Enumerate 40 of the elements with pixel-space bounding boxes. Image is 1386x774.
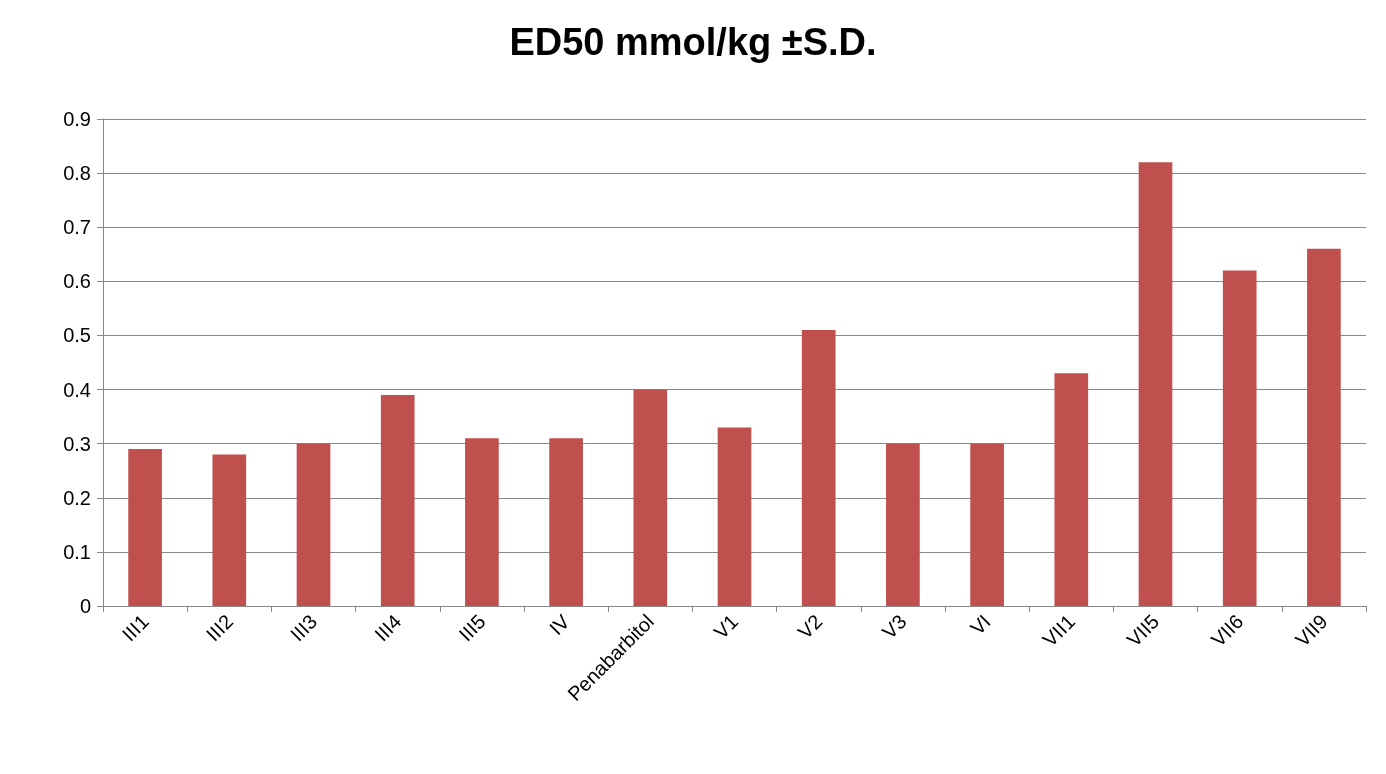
y-tick-label: 0 bbox=[79, 595, 91, 617]
x-tick-label: III3 bbox=[286, 610, 322, 646]
bar bbox=[1222, 270, 1257, 606]
y-tick-label: 0.7 bbox=[63, 216, 91, 239]
x-tick-label: V2 bbox=[793, 610, 827, 644]
bar bbox=[1307, 248, 1341, 606]
x-tick-label: VI bbox=[965, 610, 995, 640]
y-tick-label: 0.6 bbox=[63, 270, 91, 293]
bar bbox=[717, 427, 752, 606]
y-tick-label: 0.4 bbox=[63, 378, 91, 401]
bar bbox=[296, 443, 331, 606]
bar bbox=[970, 443, 1004, 606]
bar bbox=[212, 454, 247, 606]
chart-title: ED50 mmol/kg ±S.D. bbox=[509, 21, 877, 63]
x-tick-label: VII6 bbox=[1206, 610, 1248, 651]
x-tick-label: VII5 bbox=[1122, 610, 1164, 651]
bar bbox=[128, 449, 162, 606]
x-tick-label: III4 bbox=[370, 610, 406, 646]
y-tick-label: 0.1 bbox=[63, 540, 91, 563]
bar bbox=[1138, 162, 1173, 606]
bar bbox=[801, 330, 836, 606]
bar bbox=[633, 389, 668, 606]
x-tick-label: III1 bbox=[117, 610, 153, 646]
bar bbox=[380, 394, 415, 606]
y-tick-label: 0.8 bbox=[63, 162, 91, 185]
x-tick-label: VII1 bbox=[1038, 610, 1080, 651]
bar bbox=[1054, 373, 1089, 606]
y-tick-label: 0.5 bbox=[63, 324, 91, 347]
bar bbox=[886, 443, 920, 606]
y-tick-label: 0.2 bbox=[63, 486, 91, 509]
x-tick-label: V3 bbox=[877, 610, 911, 644]
bar bbox=[465, 438, 499, 606]
x-tick-label: VII9 bbox=[1290, 610, 1332, 651]
bar bbox=[549, 438, 583, 606]
y-tick-label: 0.3 bbox=[63, 432, 91, 455]
x-tick-label: IV bbox=[544, 609, 575, 640]
x-tick-label: V1 bbox=[709, 610, 743, 644]
x-tick-label: III5 bbox=[454, 610, 490, 646]
y-tick-label: 0.9 bbox=[63, 108, 91, 130]
x-tick-label: III2 bbox=[201, 610, 238, 646]
